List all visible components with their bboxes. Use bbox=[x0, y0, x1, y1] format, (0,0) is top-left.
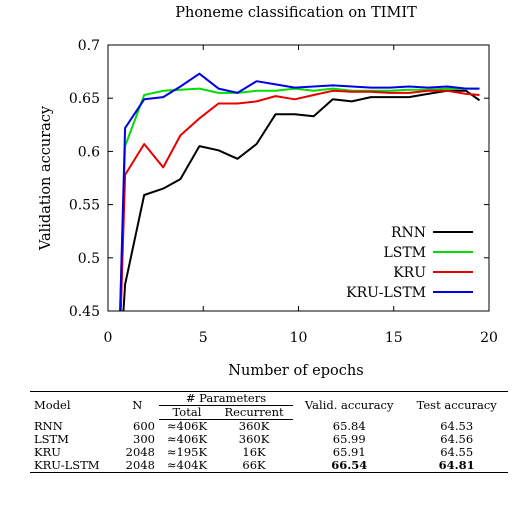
x-tick-label: 10 bbox=[290, 330, 308, 346]
results-table: Model N # Parameters Valid. accuracy Tes… bbox=[30, 391, 508, 473]
series-line-kru bbox=[119, 89, 480, 311]
col-header-recurrent: Recurrent bbox=[214, 405, 294, 420]
x-axis-label: Number of epochs bbox=[228, 363, 363, 379]
legend-label-kru-lstm: KRU-LSTM bbox=[346, 285, 426, 301]
y-tick-label: 0.6 bbox=[78, 144, 100, 160]
cell-total-params: ≈404K bbox=[158, 459, 215, 473]
y-tick-label: 0.65 bbox=[69, 91, 100, 107]
cell-valid-accuracy: 65.99 bbox=[332, 432, 366, 446]
y-tick-label: 0.55 bbox=[69, 198, 100, 214]
cell-model: KRU bbox=[34, 445, 61, 459]
tick-layer: 0.45 0.5 0.55 0.6 0.65 0.7 0 5 10 15 20 bbox=[69, 38, 498, 346]
legend: RNN LSTM KRU KRU-LSTM bbox=[346, 225, 473, 301]
cell-recurrent-params: 66K bbox=[214, 459, 294, 473]
legend-label-kru: KRU bbox=[393, 265, 426, 281]
cell-total-params: ≈406K bbox=[166, 419, 208, 433]
x-tick-label: 15 bbox=[385, 330, 403, 346]
col-header-total: Total bbox=[158, 405, 215, 420]
cell-model: RNN bbox=[34, 418, 63, 433]
y-tick-label: 0.7 bbox=[78, 38, 100, 54]
table-row: KRU 2048 ≈195K 16K 65.91 64.55 bbox=[30, 446, 508, 459]
col-header-n: N bbox=[115, 391, 159, 420]
plot-frame bbox=[107, 44, 490, 312]
x-tick-label: 5 bbox=[199, 330, 208, 346]
cell-recurrent-params: 360K bbox=[238, 419, 270, 433]
series-layer bbox=[119, 72, 481, 311]
cell-n: 2048 bbox=[125, 445, 155, 459]
col-header-model: Model bbox=[30, 391, 116, 420]
cell-recurrent-params: 16K bbox=[242, 445, 266, 459]
cell-total-params: ≈195K bbox=[166, 445, 208, 459]
table-row: KRU-LSTM 2048 ≈404K 66K 66.54 64.81 bbox=[30, 459, 508, 473]
table-subheader-row: Total Recurrent bbox=[30, 405, 508, 420]
col-header-parameters: # Parameters bbox=[158, 391, 294, 406]
accuracy-line-chart: Phoneme classification on TIMIT Validati… bbox=[38, 5, 498, 379]
cell-n: 600 bbox=[133, 418, 155, 433]
cell-test-accuracy: 64.53 bbox=[440, 418, 474, 433]
cell-recurrent-params: 360K bbox=[238, 432, 270, 446]
y-axis-label: Validation accuracy bbox=[38, 105, 54, 251]
col-header-test-accuracy: Test accuracy bbox=[405, 391, 508, 420]
cell-model: KRU-LSTM bbox=[30, 459, 116, 473]
cell-test-accuracy: 64.81 bbox=[405, 459, 508, 473]
legend-label-rnn: RNN bbox=[391, 225, 426, 241]
series-line-lstm bbox=[119, 87, 480, 311]
col-header-valid-accuracy: Valid. accuracy bbox=[293, 391, 406, 420]
table-row: RNN 600 ≈406K 360K 65.84 64.53 bbox=[30, 418, 508, 434]
cell-n: 2048 bbox=[115, 459, 159, 473]
cell-total-params: ≈406K bbox=[166, 432, 208, 446]
table-header-row: Model N # Parameters Valid. accuracy Tes… bbox=[30, 391, 508, 420]
cell-n: 300 bbox=[133, 432, 155, 446]
legend-label-lstm: LSTM bbox=[383, 245, 426, 261]
cell-valid-accuracy: 65.91 bbox=[332, 445, 366, 459]
cell-model: LSTM bbox=[34, 432, 69, 446]
x-tick-label: 20 bbox=[480, 330, 498, 346]
cell-test-accuracy: 64.56 bbox=[440, 432, 474, 446]
cell-test-accuracy: 64.55 bbox=[440, 445, 474, 459]
series-line-rnn bbox=[122, 89, 481, 311]
chart-title: Phoneme classification on TIMIT bbox=[175, 5, 417, 21]
cell-valid-accuracy: 66.54 bbox=[293, 459, 406, 473]
y-tick-label: 0.5 bbox=[78, 251, 100, 267]
cell-valid-accuracy: 65.84 bbox=[332, 418, 366, 433]
series-line-kru-lstm bbox=[119, 72, 480, 311]
table-row: LSTM 300 ≈406K 360K 65.99 64.56 bbox=[30, 433, 508, 446]
y-tick-label: 0.45 bbox=[69, 304, 100, 320]
x-tick-label: 0 bbox=[104, 330, 113, 346]
